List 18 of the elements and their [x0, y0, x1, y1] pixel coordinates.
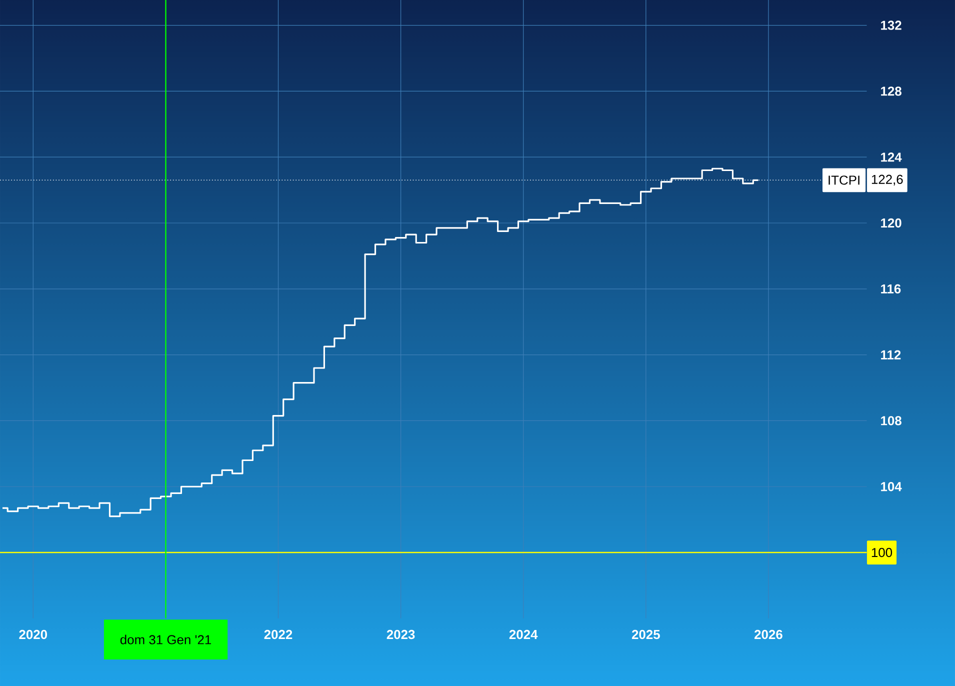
y-tick-label: 132: [881, 20, 902, 30]
y-tick-label: 112: [881, 350, 901, 360]
ref-line-label: dom 31 Gen '21: [120, 634, 211, 644]
ref-line-label: 100: [872, 548, 892, 558]
x-tick-label: 2025: [632, 630, 660, 640]
y-tick-label: 104: [881, 482, 902, 492]
ref-line-label: 122,6: [872, 174, 903, 186]
y-tick-label: 124: [881, 152, 902, 162]
x-tick-label: 2020: [19, 630, 48, 640]
x-tick-label: 2023: [386, 630, 415, 640]
x-tick-label: 2026: [754, 630, 782, 640]
y-tick-label: 128: [881, 86, 902, 96]
y-tick-label: 120: [881, 218, 902, 228]
y-tick-label: 108: [881, 416, 902, 426]
y-tick-label: 116: [881, 284, 901, 294]
x-tick-label: 2022: [264, 630, 292, 640]
text: ITCPI: [828, 176, 860, 185]
x-tick-label: 2024: [509, 630, 538, 640]
